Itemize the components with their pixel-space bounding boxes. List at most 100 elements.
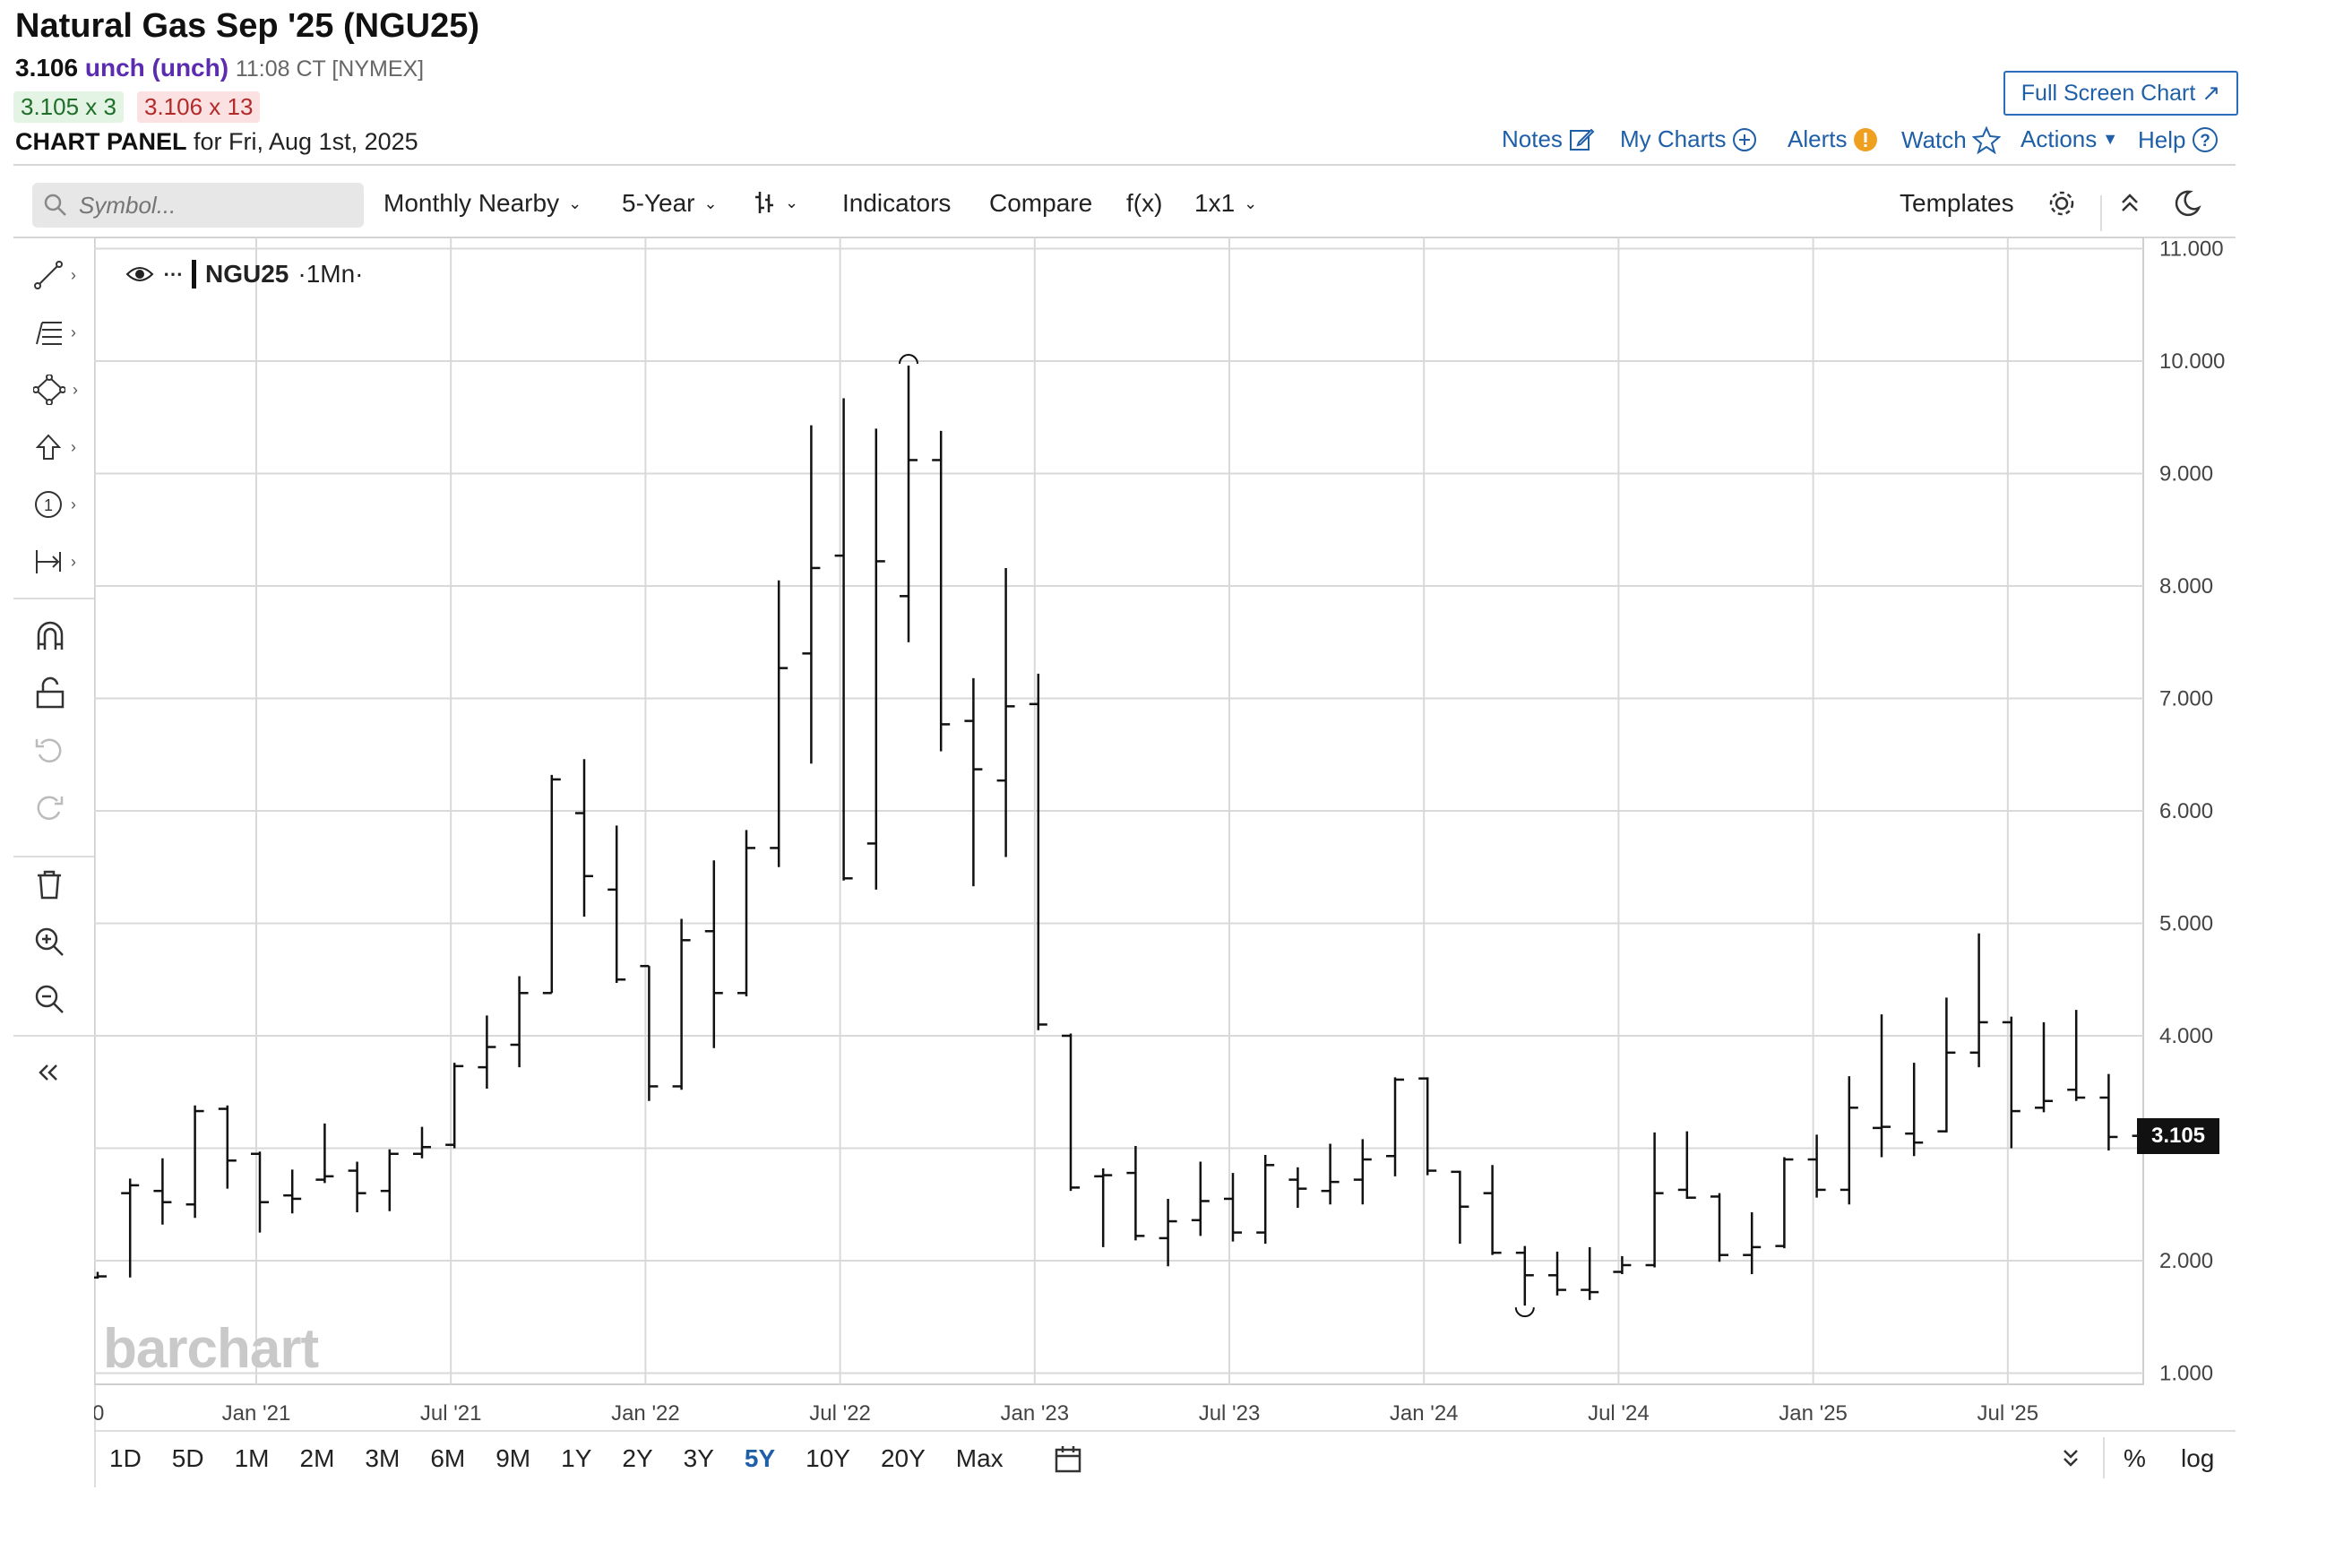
collapse-toolbar-button[interactable] xyxy=(33,1053,96,1092)
calendar-icon[interactable] xyxy=(1053,1443,1083,1478)
indicators-button[interactable]: Indicators xyxy=(842,189,951,218)
ohlc-bar xyxy=(1677,1131,1696,1199)
ohlc-bar xyxy=(607,825,626,983)
tool-divider xyxy=(13,856,94,857)
ohlc-bar xyxy=(1353,1139,1372,1205)
templates-button[interactable]: Templates xyxy=(1900,189,2014,218)
page-title: Natural Gas Sep '25 (NGU25) xyxy=(15,7,479,45)
settings-gear-icon[interactable] xyxy=(2046,188,2077,223)
my-charts-link[interactable]: My Charts xyxy=(1620,125,1758,153)
expand-arrow-icon: ↗ xyxy=(2201,81,2221,106)
chevron-right-icon: › xyxy=(71,265,76,284)
ohlc-bar xyxy=(1386,1077,1404,1176)
symbol-input[interactable] xyxy=(77,190,349,220)
numbered-circle-icon: 1 xyxy=(35,491,62,518)
lock-tool[interactable] xyxy=(33,674,96,713)
period-dropdown[interactable]: 5-Year ⌄ xyxy=(622,189,718,218)
layout-dropdown[interactable]: 1x1 ⌄ xyxy=(1194,189,1257,218)
price-chart[interactable]: 1.000 2.000 4.000 5.000 6.000 7.000 8.000 9.000… xyxy=(94,237,2240,1434)
help-link[interactable]: Help ? xyxy=(2138,125,2219,154)
ohlc-bar xyxy=(1094,1168,1113,1247)
ohlc-bar xyxy=(251,1151,269,1233)
alerts-label: Alerts xyxy=(1788,125,1848,152)
ohlc-bar xyxy=(1807,1134,1826,1198)
measure-icon xyxy=(36,550,61,573)
range-1d[interactable]: 1D xyxy=(109,1444,142,1472)
y-tick-label: 10.000 xyxy=(2159,349,2225,374)
bottom-divider xyxy=(94,1430,2236,1432)
percent-toggle[interactable]: % xyxy=(2124,1444,2146,1472)
range-3y[interactable]: 3Y xyxy=(683,1444,714,1472)
undo-icon xyxy=(35,738,62,762)
y-tick-label: 2.000 xyxy=(2159,1249,2213,1273)
ohlc-bar xyxy=(1840,1076,1858,1205)
measure-tool[interactable]: › xyxy=(33,542,96,582)
watch-label: Watch xyxy=(1901,125,1967,153)
shapes-tool[interactable]: › xyxy=(33,370,96,409)
ohlc-bar xyxy=(704,860,723,1048)
symbol-search[interactable] xyxy=(32,183,364,228)
compare-button[interactable]: Compare xyxy=(989,189,1092,218)
ohlc-bar xyxy=(283,1169,302,1214)
plus-circle-icon xyxy=(1733,127,1757,151)
chevron-right-icon: › xyxy=(73,380,78,399)
range-2m[interactable]: 2M xyxy=(299,1444,335,1472)
watch-link[interactable]: Watch xyxy=(1901,125,2001,154)
header-divider xyxy=(13,164,2236,166)
range-2y[interactable]: 2Y xyxy=(622,1444,653,1472)
bottom-divider-v xyxy=(2103,1437,2105,1478)
delete-button[interactable] xyxy=(33,865,96,904)
range-6m[interactable]: 6M xyxy=(430,1444,466,1472)
ohlc-bar xyxy=(153,1158,172,1225)
series-legend: ⋯ NGU25 ·1Mn· xyxy=(125,260,364,289)
interval-dropdown[interactable]: Monthly Nearby ⌄ xyxy=(383,189,582,218)
double-chevron-down-icon[interactable] xyxy=(2057,1444,2084,1476)
ohlc-bar xyxy=(315,1123,334,1184)
ohlc-bar xyxy=(1029,673,1047,1030)
range-3m[interactable]: 3M xyxy=(365,1444,401,1472)
more-options-icon[interactable]: ⋯ xyxy=(163,263,183,285)
magnet-tool[interactable] xyxy=(33,616,96,656)
range-10y[interactable]: 10Y xyxy=(806,1444,850,1472)
range-5d[interactable]: 5D xyxy=(171,1444,204,1472)
trendline-icon xyxy=(34,261,63,289)
ohlc-bar xyxy=(640,964,659,1101)
fx-button[interactable]: f(x) xyxy=(1126,189,1162,218)
x-tick-label: Jan '21 xyxy=(222,1401,291,1426)
tool-divider xyxy=(13,1035,94,1037)
svg-text:1: 1 xyxy=(44,496,53,514)
dark-mode-moon-icon[interactable] xyxy=(2172,188,2202,223)
alerts-link[interactable]: Alerts xyxy=(1788,125,1879,153)
log-toggle[interactable]: log xyxy=(2181,1444,2215,1472)
period-label: 5-Year xyxy=(622,189,695,217)
full-screen-chart-button[interactable]: Full Screen Chart ↗ xyxy=(2003,71,2238,116)
zoom-out-button[interactable] xyxy=(33,979,96,1019)
ohlc-bar xyxy=(1418,1077,1437,1176)
redo-button[interactable] xyxy=(33,788,96,828)
range-20y[interactable]: 20Y xyxy=(880,1444,926,1472)
chart-type-dropdown[interactable]: ⌄ xyxy=(753,189,798,216)
ohlc-bar xyxy=(413,1126,431,1159)
actions-menu[interactable]: Actions ▼ xyxy=(2021,125,2118,153)
zoom-in-button[interactable] xyxy=(33,922,96,961)
range-5y[interactable]: 5Y xyxy=(744,1444,776,1472)
ohlc-bar xyxy=(478,1015,496,1089)
chart-grid xyxy=(94,237,2144,1385)
ohlc-bar xyxy=(1613,1255,1632,1275)
arrow-tool[interactable]: › xyxy=(33,427,96,467)
range-1y[interactable]: 1Y xyxy=(561,1444,592,1472)
ohlc-bar xyxy=(737,830,755,997)
ohlc-bar xyxy=(1548,1251,1566,1296)
annotation-tool[interactable]: 1 › xyxy=(33,485,96,524)
eye-icon[interactable] xyxy=(125,263,154,285)
trendline-tool[interactable]: › xyxy=(33,255,96,295)
x-tick-label: Jul '22 xyxy=(809,1401,871,1426)
range-max[interactable]: Max xyxy=(955,1444,1004,1472)
ohlc-bar xyxy=(1483,1165,1502,1255)
undo-button[interactable] xyxy=(33,731,96,771)
collapse-up-icon[interactable] xyxy=(2116,190,2143,221)
range-9m[interactable]: 9M xyxy=(495,1444,531,1472)
notes-link[interactable]: Notes xyxy=(1502,125,1595,153)
fibonacci-tool[interactable]: › xyxy=(33,313,96,352)
range-1m[interactable]: 1M xyxy=(234,1444,270,1472)
